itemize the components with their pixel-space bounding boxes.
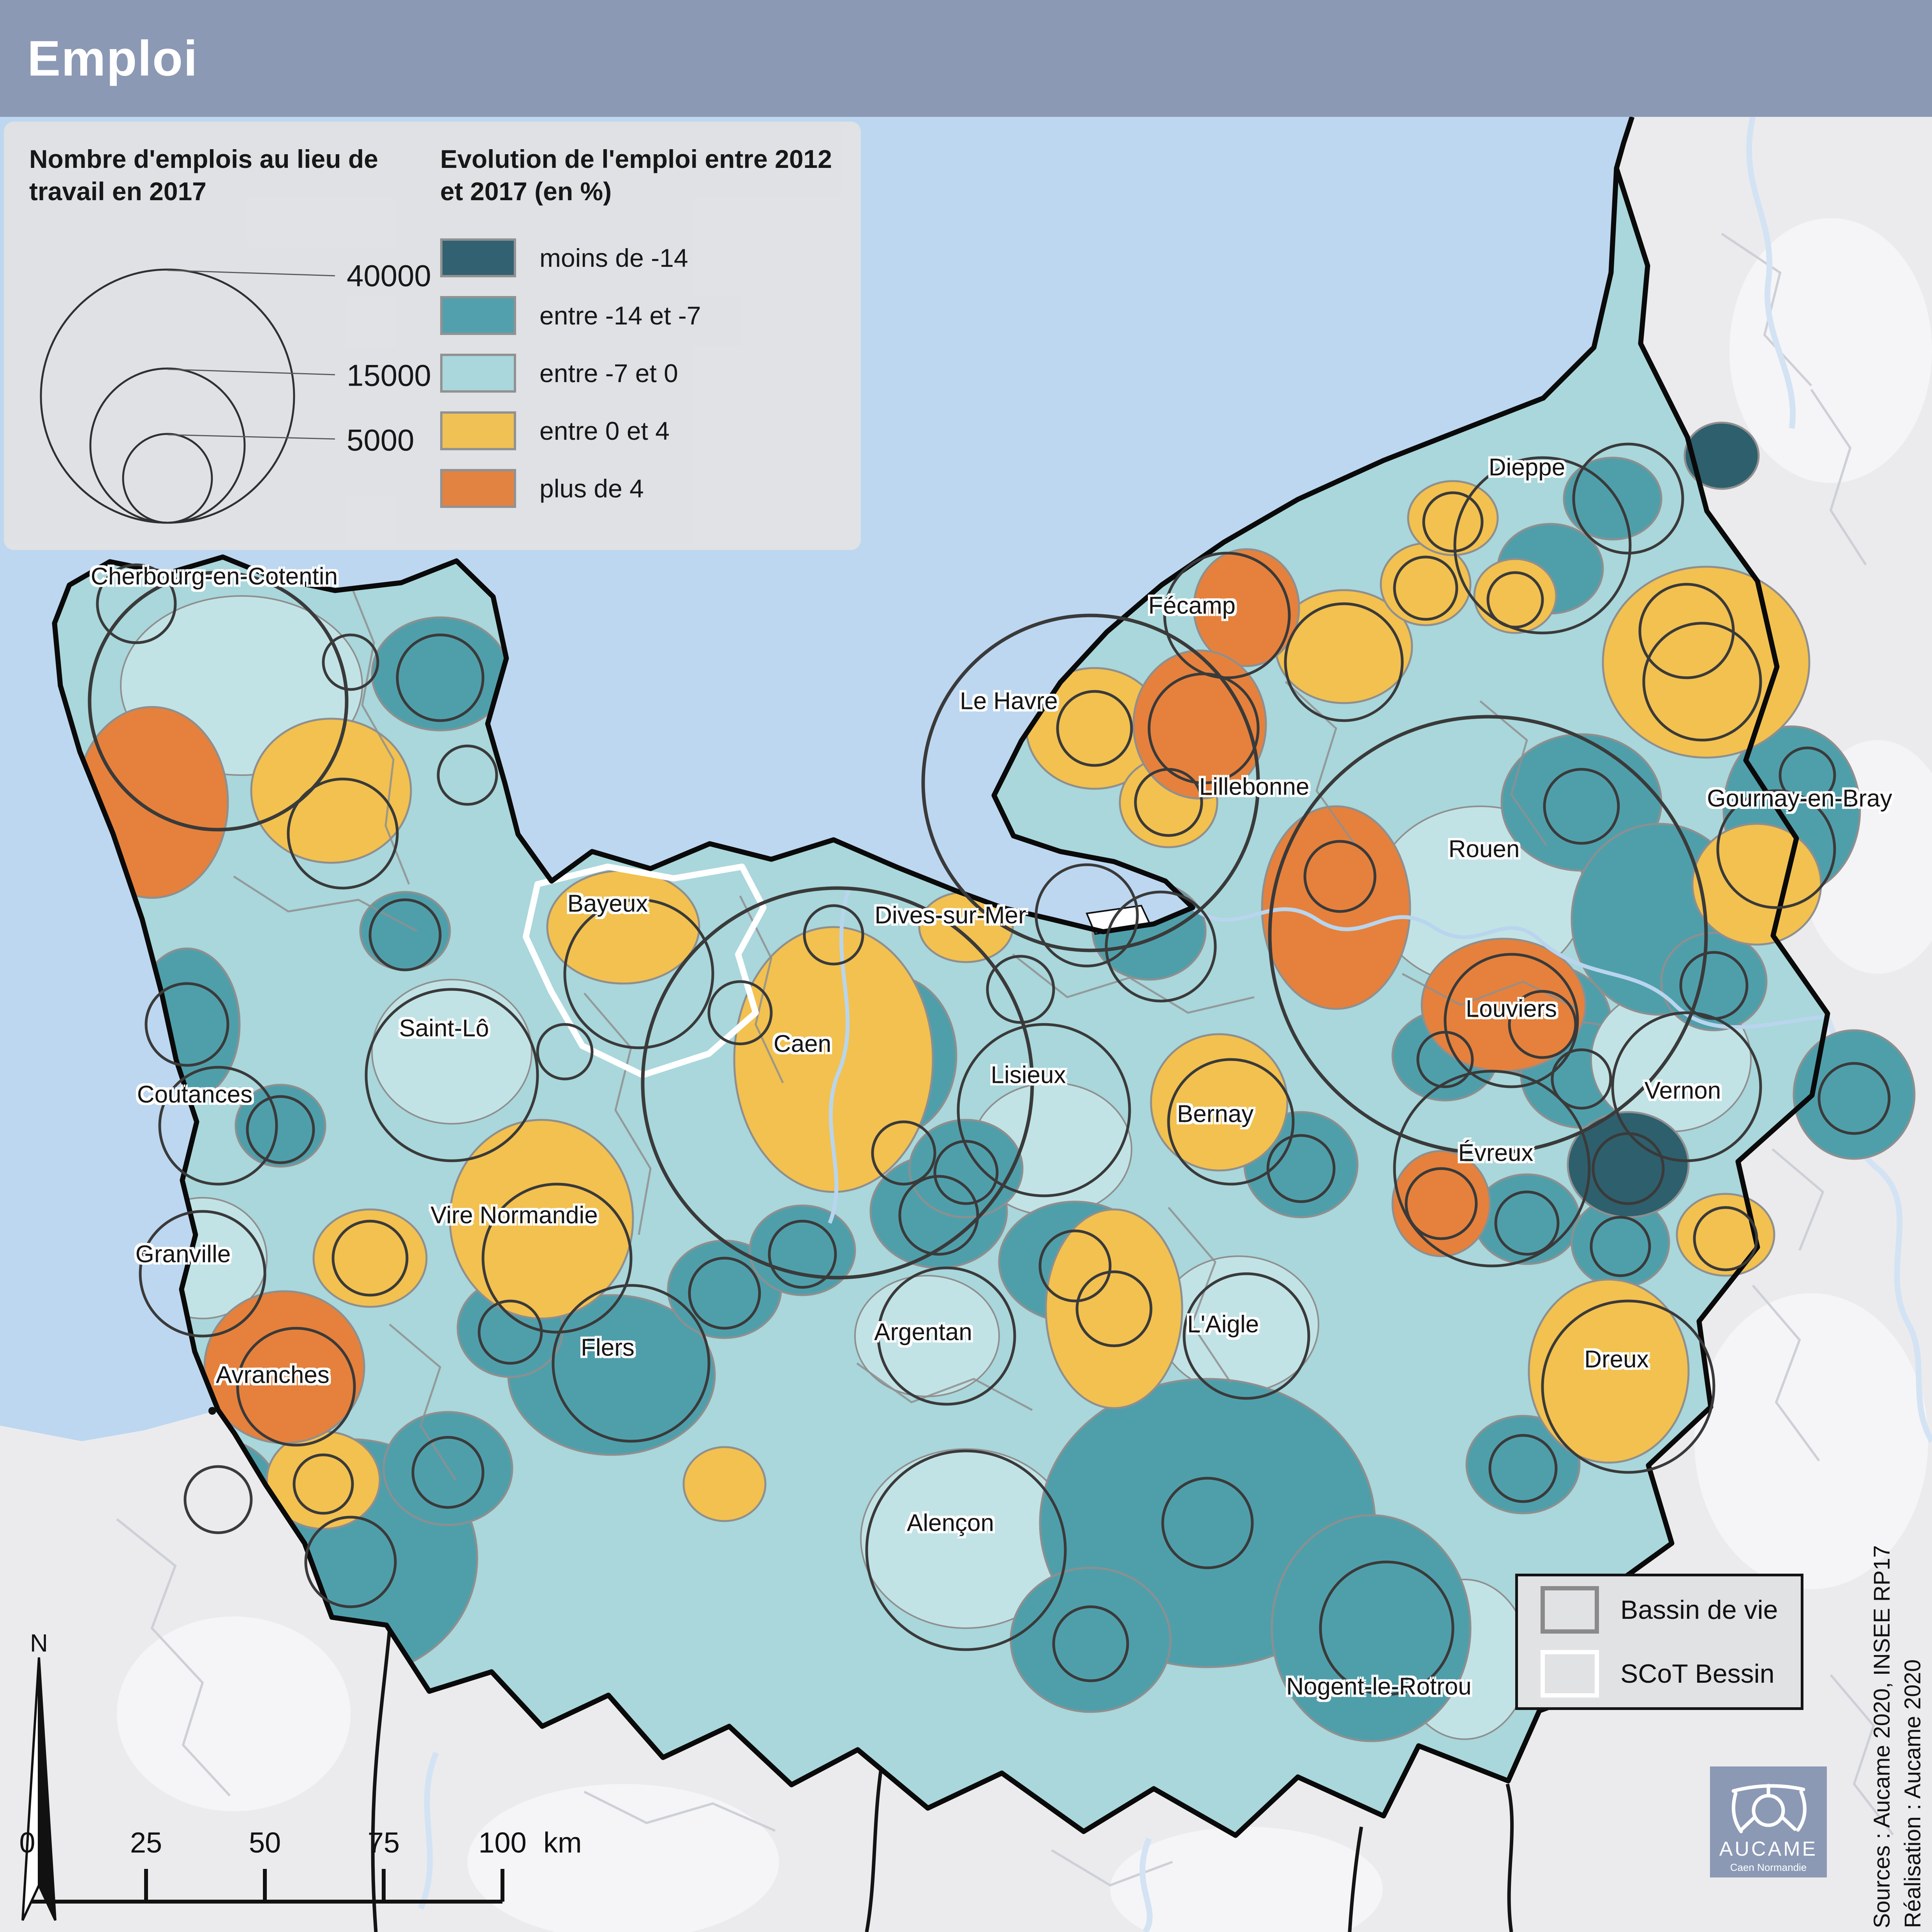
color-legend-title: Evolution de l'emploi entre 2012 et 2017… bbox=[440, 145, 832, 206]
overlay-legend-swatch bbox=[1541, 1650, 1599, 1698]
color-legend-label: plus de 4 bbox=[539, 474, 644, 503]
aucame-logo-icon bbox=[1731, 1784, 1807, 1833]
color-legend-swatch bbox=[440, 469, 516, 508]
color-legend-label: entre -14 et -7 bbox=[539, 301, 701, 330]
mont-saint-michel-dot bbox=[208, 1407, 216, 1415]
city-label: Bernay bbox=[1177, 1100, 1254, 1128]
employment-circles bbox=[88, 442, 1891, 1696]
color-legend-item: moins de -14 bbox=[440, 238, 701, 277]
city-label: Dreux bbox=[1584, 1346, 1649, 1373]
color-legend-swatch bbox=[440, 354, 516, 393]
color-legend-item: entre -7 et 0 bbox=[440, 354, 701, 393]
city-label: Vire Normandie bbox=[430, 1202, 598, 1229]
city-label: Rouen bbox=[1448, 836, 1520, 863]
city-label: Saint-Lô bbox=[399, 1015, 489, 1042]
outside-decor bbox=[116, 116, 1932, 1932]
color-legend-label: entre -7 et 0 bbox=[539, 359, 678, 388]
city-label: Bayeux bbox=[567, 890, 648, 917]
overlay-legend-label: Bassin de vie bbox=[1620, 1595, 1778, 1625]
bassin-borders bbox=[233, 584, 1827, 1481]
size-legend-value: 15000 bbox=[347, 358, 431, 393]
size-legend-value: 5000 bbox=[347, 423, 414, 457]
city-label: Avranches bbox=[216, 1361, 330, 1389]
logo-subtitle: Caen Normandie bbox=[1730, 1861, 1807, 1873]
color-legend-label: moins de -14 bbox=[539, 243, 688, 272]
color-legend-swatch bbox=[440, 238, 516, 277]
page-title: Emploi bbox=[27, 30, 198, 86]
scale-tick-label: 25 bbox=[130, 1826, 162, 1859]
city-label: Argentan bbox=[874, 1319, 972, 1346]
overlay-legend-label: SCoT Bessin bbox=[1620, 1659, 1775, 1689]
city-label: Cherbourg-en-Cotentin bbox=[90, 563, 338, 590]
overlay-legend-item: SCoT Bessin bbox=[1541, 1650, 1801, 1698]
city-label: Caen bbox=[773, 1030, 832, 1058]
color-legend-item: entre -14 et -7 bbox=[440, 296, 701, 335]
scale-bar-unit: km bbox=[543, 1826, 582, 1859]
city-label: Gournay-en-Bray bbox=[1707, 785, 1892, 812]
scale-tick-label: 75 bbox=[367, 1826, 400, 1859]
city-label: Nogent-le-Rotrou bbox=[1286, 1673, 1472, 1700]
city-label: Alençon bbox=[906, 1509, 994, 1537]
credits: Sources : Aucame 2020, INSEE RP17 Réalis… bbox=[1869, 1545, 1926, 1928]
north-arrow-icon bbox=[21, 1657, 56, 1921]
aucame-logo: AUCAME Caen Normandie bbox=[1710, 1766, 1827, 1877]
color-legend-label: entre 0 et 4 bbox=[539, 416, 670, 445]
page-header: Emploi bbox=[0, 0, 1932, 117]
scale-tick-label: 100 bbox=[478, 1826, 527, 1859]
coast-stub bbox=[1614, 116, 1635, 169]
region-boundary bbox=[52, 166, 1830, 1838]
city-label: Coutances bbox=[137, 1081, 253, 1108]
overlay-legend-item: Bassin de vie bbox=[1541, 1586, 1801, 1634]
overlay-legend-swatch bbox=[1541, 1586, 1599, 1634]
city-label: Évreux bbox=[1458, 1139, 1534, 1167]
city-label: L'Aigle bbox=[1187, 1311, 1259, 1338]
city-label: Le Havre bbox=[960, 687, 1058, 715]
credit-sources: Sources : Aucame 2020, INSEE RP17 bbox=[1869, 1545, 1895, 1928]
color-legend-item: plus de 4 bbox=[440, 469, 701, 508]
city-label: Dives-sur-Mer bbox=[874, 902, 1026, 929]
color-legend-items: moins de -14 entre -14 et -7 entre -7 et 0… bbox=[440, 238, 701, 527]
scale-tick-label: 0 bbox=[19, 1826, 35, 1859]
scale-tick-label: 50 bbox=[249, 1826, 281, 1859]
legend-panel: Nombre d'emplois au lieu de travail en 2… bbox=[4, 122, 861, 550]
size-legend-circles bbox=[40, 268, 335, 524]
city-label: Louviers bbox=[1465, 995, 1557, 1022]
color-legend-item: entre 0 et 4 bbox=[440, 411, 701, 450]
city-label: Lillebonne bbox=[1199, 773, 1310, 800]
city-label: Fécamp bbox=[1148, 592, 1236, 619]
scot-bessin-boundary bbox=[523, 864, 767, 1078]
credit-realisation: Réalisation : Aucame 2020 bbox=[1900, 1659, 1925, 1928]
city-label: Flers bbox=[581, 1334, 635, 1361]
city-label: Lisieux bbox=[991, 1061, 1066, 1089]
size-legend-value: 40000 bbox=[347, 258, 431, 293]
city-label: Granville bbox=[135, 1241, 231, 1268]
city-label: Vernon bbox=[1644, 1077, 1721, 1104]
color-legend-swatch bbox=[440, 411, 516, 450]
north-label: N bbox=[30, 1629, 48, 1657]
city-label: Dieppe bbox=[1488, 454, 1565, 481]
size-legend-title: Nombre d'emplois au lieu de travail en 2… bbox=[29, 145, 378, 206]
color-legend-swatch bbox=[440, 296, 516, 335]
overlay-legend: Bassin de vie SCoT Bessin bbox=[1515, 1574, 1803, 1710]
logo-name: AUCAME bbox=[1719, 1838, 1818, 1861]
